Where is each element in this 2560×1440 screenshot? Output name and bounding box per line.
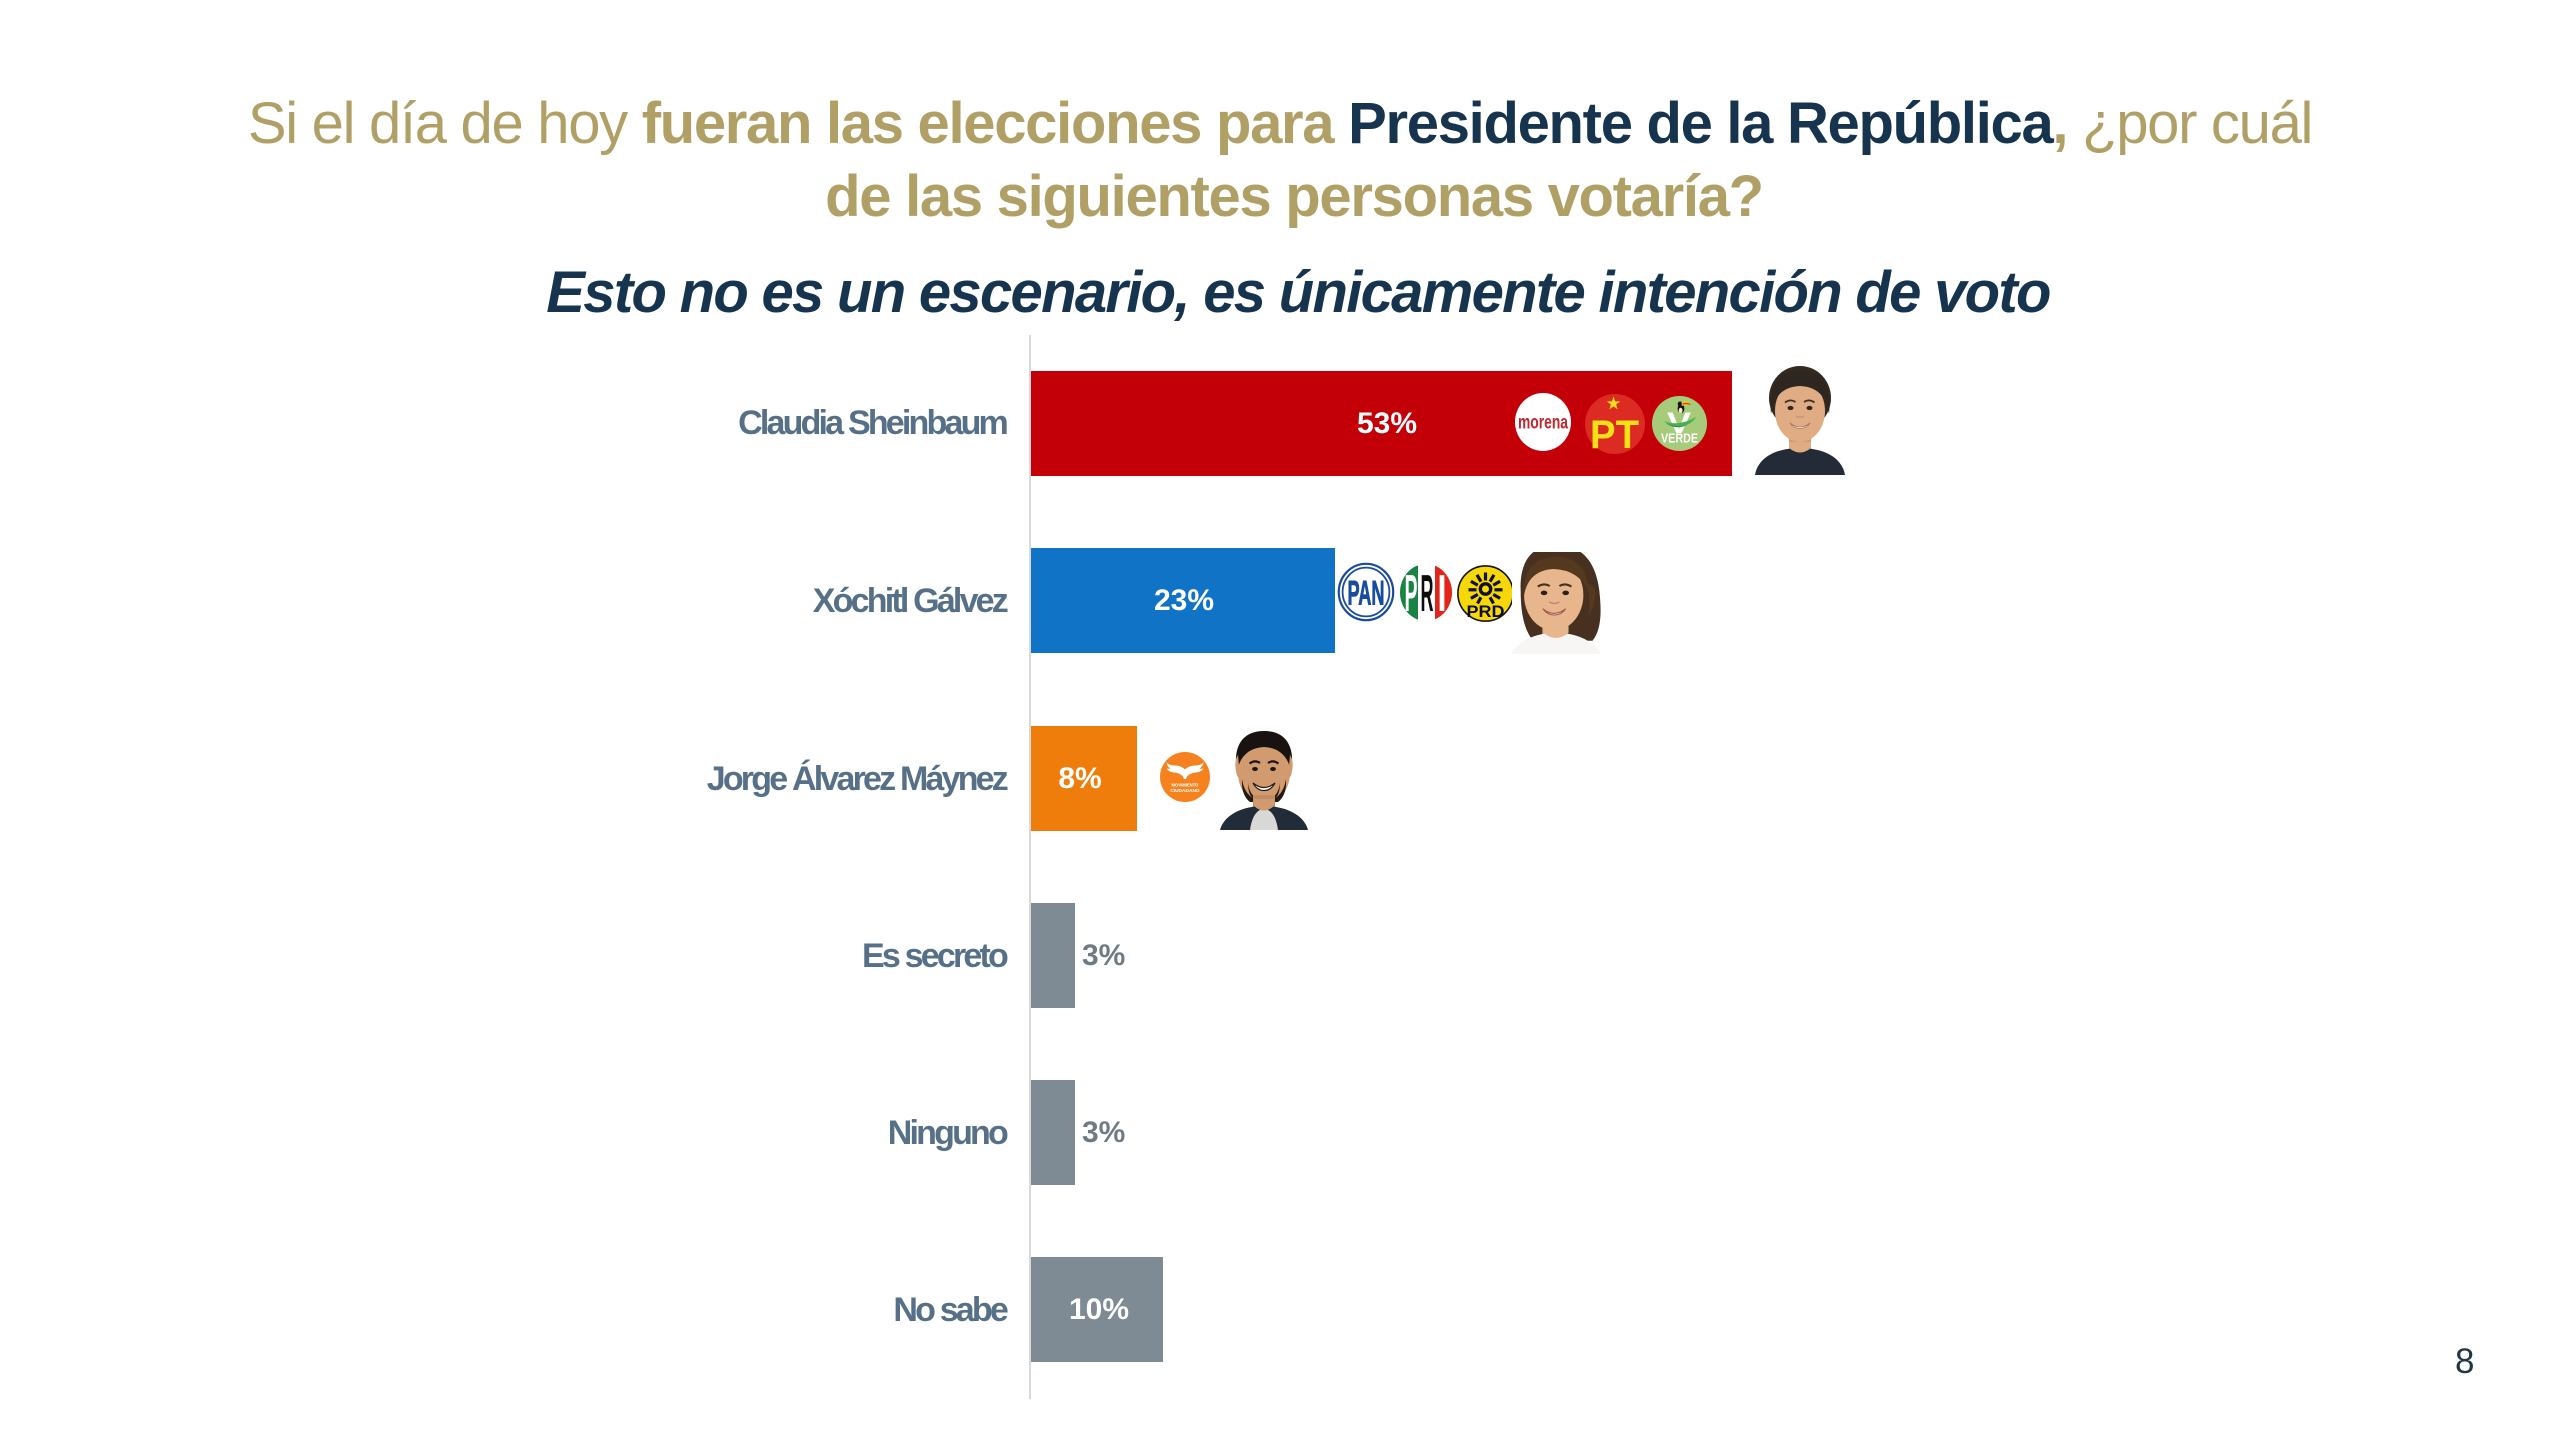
svg-text:I: I bbox=[1438, 565, 1447, 621]
svg-text:MOVIMIENTO: MOVIMIENTO bbox=[1172, 783, 1200, 788]
svg-text:PRD: PRD bbox=[1467, 602, 1505, 621]
svg-text:R: R bbox=[1421, 565, 1434, 621]
svg-text:CIUDADANO: CIUDADANO bbox=[1170, 788, 1200, 794]
svg-text:morena: morena bbox=[1518, 413, 1568, 434]
svg-text:PT: PT bbox=[1590, 413, 1639, 454]
svg-text:VERDE: VERDE bbox=[1661, 431, 1698, 446]
svg-text:PAN: PAN bbox=[1348, 575, 1385, 613]
svg-text:P: P bbox=[1405, 565, 1418, 621]
